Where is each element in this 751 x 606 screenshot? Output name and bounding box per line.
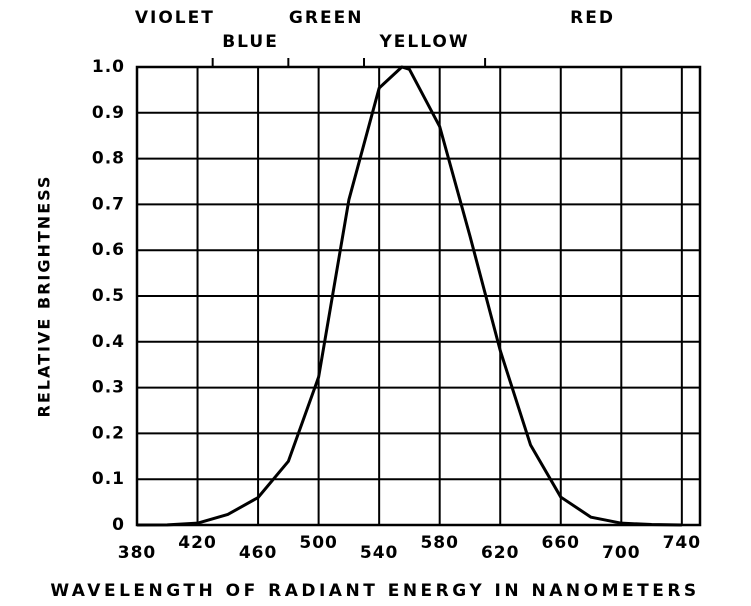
band-label: RED [570, 8, 615, 28]
band-label: YELLOW [378, 32, 469, 52]
x-tick-label: 540 [360, 543, 399, 563]
y-tick-label: 0.8 [92, 149, 125, 169]
y-tick-label: 0.6 [92, 240, 125, 260]
band-label: BLUE [222, 32, 279, 52]
x-axis-label: WAVELENGTH OF RADIANT ENERGY IN NANOMETE… [50, 581, 699, 601]
x-tick-label: 460 [239, 543, 278, 563]
plot-frame [135, 65, 702, 527]
y-axis-label: RELATIVE BRIGHTNESS [35, 175, 54, 418]
x-tick-label: 660 [542, 533, 581, 553]
y-tick-label: 0.7 [92, 194, 125, 214]
y-tick-label: 0.9 [92, 103, 125, 123]
x-tick-label: 420 [178, 533, 217, 553]
x-tick-label: 620 [481, 543, 520, 563]
x-tick-label: 380 [118, 543, 157, 563]
x-tick-label: 500 [299, 533, 338, 553]
curve [136, 65, 682, 527]
x-tick-label: 700 [602, 543, 641, 563]
y-tick-label: 0.5 [92, 286, 125, 306]
x-tick-label: 740 [663, 533, 702, 553]
y-tick-label: 0.1 [92, 469, 125, 489]
band-label: VIOLET [135, 8, 215, 28]
y-tick-label: 0.2 [92, 423, 125, 443]
y-tick-label: 0.4 [92, 332, 125, 352]
x-tick-label: 580 [420, 533, 459, 553]
band-label: GREEN [289, 8, 364, 28]
y-tick-label: 0.3 [92, 378, 125, 398]
y-tick-label: 0 [112, 515, 125, 535]
y-tick-label: 1.0 [92, 57, 125, 77]
